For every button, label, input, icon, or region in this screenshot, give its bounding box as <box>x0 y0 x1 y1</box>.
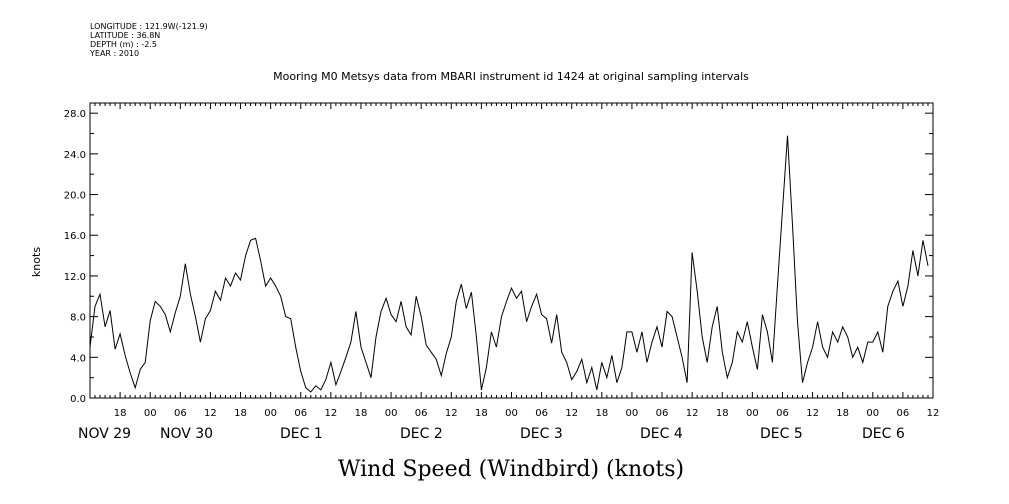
x-hour-label: 12 <box>565 408 578 419</box>
y-tick-label: 4.0 <box>70 353 86 364</box>
y-tick-label: 8.0 <box>70 313 86 324</box>
y-tick-label: 16.0 <box>64 231 86 242</box>
x-hour-label: 00 <box>385 408 398 419</box>
y-tick-label: 12.0 <box>64 272 86 283</box>
x-hour-label: 06 <box>656 408 669 419</box>
y-axis-label: knots <box>30 247 43 277</box>
x-hour-label: 00 <box>505 408 518 419</box>
x-hour-label: 18 <box>355 408 368 419</box>
y-tick-labels: 0.0 4.0 8.0 12.0 16.0 20.0 24.0 28.0 <box>64 109 86 405</box>
x-day-label: DEC 6 <box>862 426 905 442</box>
x-day-label: DEC 5 <box>760 426 803 442</box>
plot-frame <box>89 102 934 399</box>
x-hour-label: 00 <box>746 408 759 419</box>
year-text: YEAR : 2010 <box>90 49 140 58</box>
x-hour-label: 06 <box>776 408 789 419</box>
x-hour-label: 06 <box>415 408 428 419</box>
x-day-label: DEC 4 <box>640 426 683 442</box>
y-tick-label: 28.0 <box>64 109 86 120</box>
x-hour-label: 12 <box>806 408 819 419</box>
x-hour-label: 06 <box>897 408 910 419</box>
x-hour-label: 18 <box>475 408 488 419</box>
y-tick-label: 24.0 <box>64 150 86 161</box>
metadata-block: LONGITUDE : 121.9W(-121.9) LATITUDE : 36… <box>90 22 208 58</box>
x-hour-label: 12 <box>927 408 940 419</box>
y-tick-label: 0.0 <box>70 394 86 405</box>
x-hour-label: 18 <box>234 408 247 419</box>
x-day-label: NOV 30 <box>160 426 213 442</box>
x-hour-label: 18 <box>595 408 608 419</box>
depth-text: DEPTH (m) : -2.5 <box>90 40 157 49</box>
x-hour-label: 00 <box>866 408 879 419</box>
x-hour-label: 06 <box>535 408 548 419</box>
x-day-label: DEC 3 <box>520 426 563 442</box>
x-hour-label: 12 <box>686 408 699 419</box>
latitude-text: LATITUDE : 36.8N <box>90 31 161 40</box>
x-hour-label: 12 <box>324 408 337 419</box>
series-line-wind-speed <box>89 135 929 393</box>
x-day-label: DEC 1 <box>280 426 323 442</box>
x-tick-labels: 18 00 06 12 18 00 06 12 18 00 06 12 18 00 06 12 18 00 06 12… <box>78 408 939 442</box>
y-tick-label: 20.0 <box>64 191 86 202</box>
x-day-label: NOV 29 <box>78 426 131 442</box>
x-day-label: DEC 2 <box>400 426 443 442</box>
x-hour-label: 00 <box>144 408 157 419</box>
x-hour-label: 00 <box>264 408 277 419</box>
x-hour-label: 00 <box>626 408 639 419</box>
x-hour-label: 06 <box>294 408 307 419</box>
x-hour-label: 18 <box>114 408 127 419</box>
x-hour-label: 06 <box>174 408 187 419</box>
chart-title: Mooring M0 Metsys data from MBARI instru… <box>273 70 749 83</box>
x-hour-label: 18 <box>836 408 849 419</box>
x-axis-label: Wind Speed (Windbird) (knots) <box>338 457 684 482</box>
longitude-text: LONGITUDE : 121.9W(-121.9) <box>90 22 208 31</box>
x-hour-label: 12 <box>204 408 217 419</box>
axis-ticks <box>89 103 934 399</box>
x-hour-label: 18 <box>716 408 729 419</box>
x-hour-label: 12 <box>445 408 458 419</box>
